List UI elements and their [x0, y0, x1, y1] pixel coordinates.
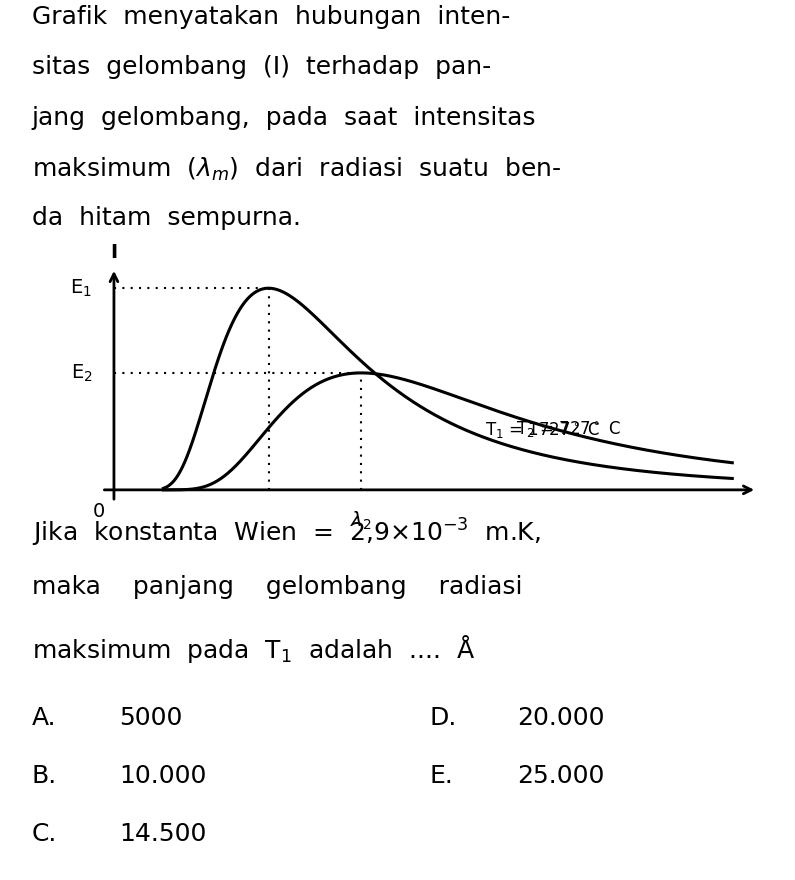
- Text: sitas  gelombang  (I)  terhadap  pan-: sitas gelombang (I) terhadap pan-: [32, 55, 491, 79]
- Text: $\lambda_2$: $\lambda_2$: [350, 510, 372, 532]
- Text: maksimum  ($\lambda_m$)  dari  radiasi  suatu  ben-: maksimum ($\lambda_m$) dari radiasi suat…: [32, 156, 561, 183]
- Text: jang  gelombang,  pada  saat  intensitas: jang gelombang, pada saat intensitas: [32, 106, 537, 129]
- Text: 14.500: 14.500: [119, 822, 207, 846]
- Text: Grafik  menyatakan  hubungan  inten-: Grafik menyatakan hubungan inten-: [32, 5, 510, 29]
- Text: E.: E.: [429, 764, 453, 788]
- Text: A.: A.: [32, 706, 56, 730]
- Text: maksimum  pada  T$_1$  adalah  ....  Å: maksimum pada T$_1$ adalah .... Å: [32, 634, 475, 665]
- Text: maka    panjang    gelombang    radiasi: maka panjang gelombang radiasi: [32, 576, 522, 599]
- Text: da  hitam  sempurna.: da hitam sempurna.: [32, 206, 301, 230]
- Text: E$_1$: E$_1$: [71, 277, 92, 299]
- Text: 20.000: 20.000: [517, 706, 604, 730]
- Text: B.: B.: [32, 764, 57, 788]
- Text: T$_2$ = 727$^\circ$ C: T$_2$ = 727$^\circ$ C: [516, 420, 621, 439]
- Text: T$_1$ = 1727$^\circ$ C: T$_1$ = 1727$^\circ$ C: [485, 420, 600, 440]
- Text: 25.000: 25.000: [517, 764, 604, 788]
- Text: Jika  konstanta  Wien  =  2,9×10$^{-3}$  m.K,: Jika konstanta Wien = 2,9×10$^{-3}$ m.K,: [32, 517, 541, 549]
- Text: 0: 0: [92, 502, 105, 521]
- Text: I: I: [111, 243, 118, 262]
- Text: 10.000: 10.000: [119, 764, 207, 788]
- Text: 5000: 5000: [119, 706, 183, 730]
- Text: C.: C.: [32, 822, 57, 846]
- Text: D.: D.: [429, 706, 456, 730]
- Text: E$_2$: E$_2$: [71, 363, 92, 384]
